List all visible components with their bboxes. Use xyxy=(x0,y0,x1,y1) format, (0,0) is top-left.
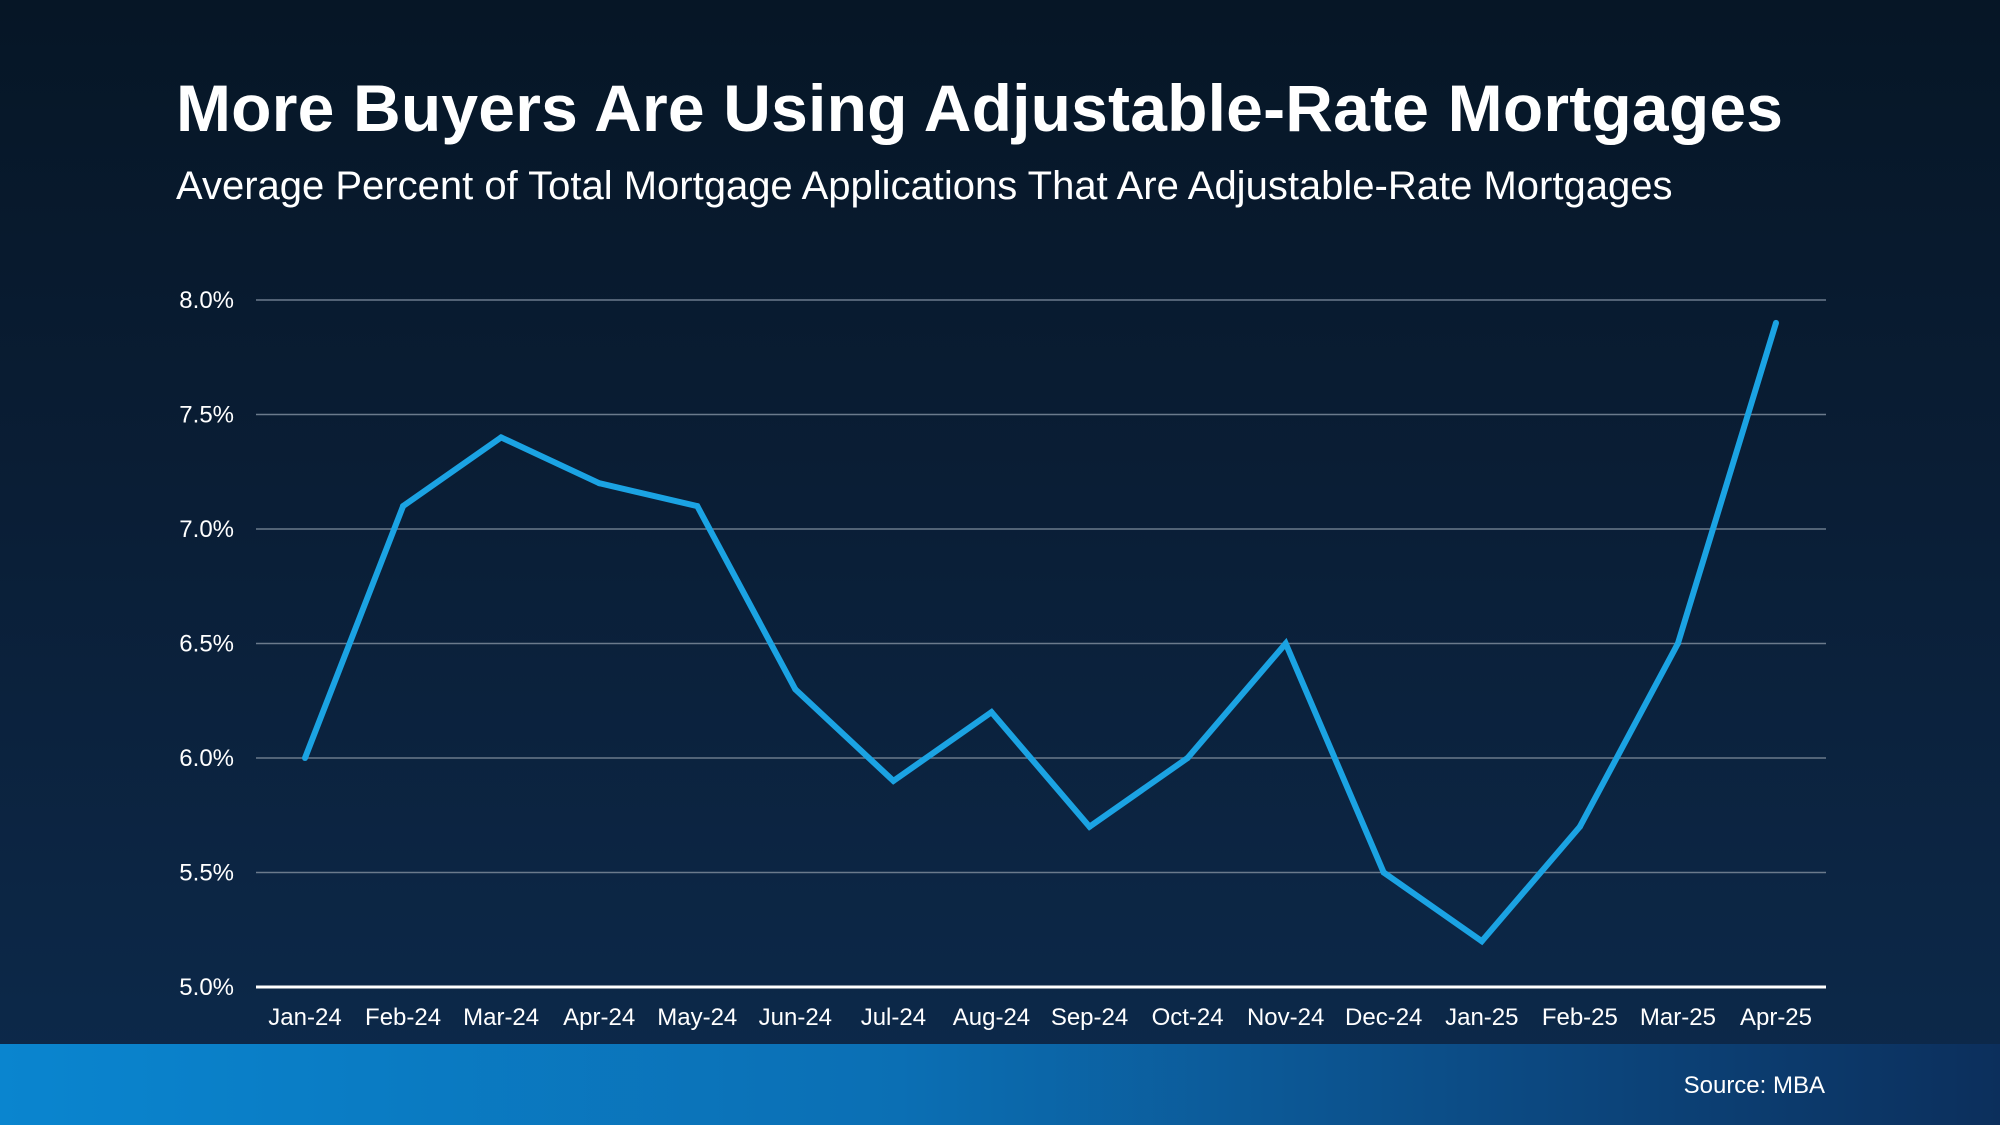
data-point-jul-24 xyxy=(890,777,897,784)
x-tick-label: Mar-25 xyxy=(1640,1004,1716,1031)
x-tick-label: Sep-24 xyxy=(1051,1004,1128,1031)
x-tick-label: Jan-25 xyxy=(1445,1004,1518,1031)
y-tick-label: 5.0% xyxy=(179,974,234,1001)
x-tick-label: Oct-24 xyxy=(1152,1004,1224,1031)
line-chart: 5.0% 5.5% 6.0% 6.5% 7.0% 7.5% 8.0% Jan-24 Feb-2… xyxy=(179,287,1826,1031)
y-axis-tick-labels: 5.0% 5.5% 6.0% 6.5% 7.0% 7.5% 8.0% xyxy=(179,287,234,1001)
x-tick-label: Mar-24 xyxy=(463,1004,539,1031)
x-tick-label: Feb-25 xyxy=(1542,1004,1618,1031)
x-tick-label: Jul-24 xyxy=(861,1004,926,1031)
data-points xyxy=(302,319,1779,945)
y-tick-label: 7.5% xyxy=(179,402,234,429)
data-point-sep-24 xyxy=(1086,823,1093,830)
x-tick-label: Dec-24 xyxy=(1345,1004,1422,1031)
x-tick-label: Feb-24 xyxy=(365,1004,441,1031)
series-line-arm-share xyxy=(302,322,1779,946)
data-point-nov-24 xyxy=(1282,640,1289,647)
x-tick-label: Jun-24 xyxy=(759,1004,832,1031)
data-point-jan-24 xyxy=(302,755,308,761)
footer-bar xyxy=(0,1044,2000,1125)
x-axis-tick-labels: Jan-24 Feb-24 Mar-24 Apr-24 May-24 Jun-24 Jul-… xyxy=(268,1004,1812,1031)
data-point-apr-25 xyxy=(1773,319,1779,326)
y-tick-label: 6.0% xyxy=(179,745,234,772)
source-label: Source: MBA xyxy=(1683,1072,1825,1099)
y-tick-label: 7.0% xyxy=(179,516,234,543)
x-tick-label: Apr-24 xyxy=(563,1004,635,1031)
x-tick-label: Aug-24 xyxy=(953,1004,1030,1031)
data-point-feb-25 xyxy=(1576,823,1583,830)
data-point-mar-24 xyxy=(498,434,505,441)
data-point-jan-25 xyxy=(1478,938,1485,945)
data-point-feb-24 xyxy=(400,503,407,510)
data-point-may-24 xyxy=(694,503,701,510)
chart-title: More Buyers Are Using Adjustable-Rate Mo… xyxy=(176,71,1784,145)
chart-subtitle: Average Percent of Total Mortgage Applic… xyxy=(176,164,1673,208)
x-tick-label: Nov-24 xyxy=(1247,1004,1324,1031)
y-tick-label: 8.0% xyxy=(179,287,234,314)
data-point-aug-24 xyxy=(988,709,995,716)
x-tick-label: Apr-25 xyxy=(1740,1004,1812,1031)
data-point-apr-24 xyxy=(596,480,603,487)
data-point-oct-24 xyxy=(1184,755,1191,761)
x-tick-label: May-24 xyxy=(657,1004,737,1031)
gridlines xyxy=(256,299,1826,874)
data-point-jun-24 xyxy=(792,686,799,693)
y-tick-label: 6.5% xyxy=(179,631,234,658)
x-tick-label: Jan-24 xyxy=(268,1004,341,1031)
data-point-dec-24 xyxy=(1380,869,1387,876)
data-point-mar-25 xyxy=(1674,640,1681,647)
y-tick-label: 5.5% xyxy=(179,860,234,887)
